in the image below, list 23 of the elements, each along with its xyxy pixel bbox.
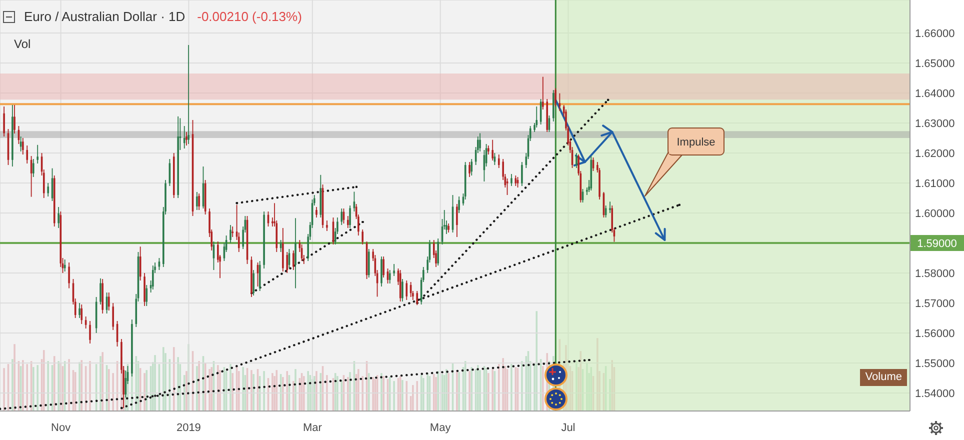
x-tick-label: Mar — [302, 422, 322, 434]
x-tick-label: Nov — [51, 422, 72, 434]
y-tick-label: 1.64000 — [915, 88, 955, 100]
y-tick-label: 1.54000 — [915, 388, 955, 400]
y-tick-label: 1.63000 — [915, 118, 955, 130]
x-tick-label: May — [430, 422, 452, 434]
y-tick-label: 1.66000 — [915, 28, 955, 40]
text: Euro / Australian Dollar · 1D — [24, 9, 186, 24]
y-tick-label: 1.60000 — [915, 208, 955, 220]
y-tick-label: 1.61000 — [915, 178, 955, 190]
y-tick-label: 1.56000 — [915, 328, 955, 340]
y-tick-label: 1.57000 — [915, 298, 955, 310]
annotation: Impulse — [676, 136, 716, 148]
y-tick-label: 1.55000 — [915, 358, 955, 370]
y-tick-label: 1.65000 — [915, 58, 955, 70]
x-tick-label: 2019 — [176, 422, 201, 434]
y-tick-label: 1.58000 — [915, 268, 955, 280]
ref-line-label: 1.59000 — [917, 238, 957, 250]
annotation: Volume — [860, 369, 907, 386]
text: -0.00210 (-0.13%) — [197, 9, 302, 24]
y-tick-label: 1.62000 — [915, 148, 955, 160]
x-tick-label: Jul — [561, 422, 576, 434]
annotation: Vol — [14, 37, 31, 51]
